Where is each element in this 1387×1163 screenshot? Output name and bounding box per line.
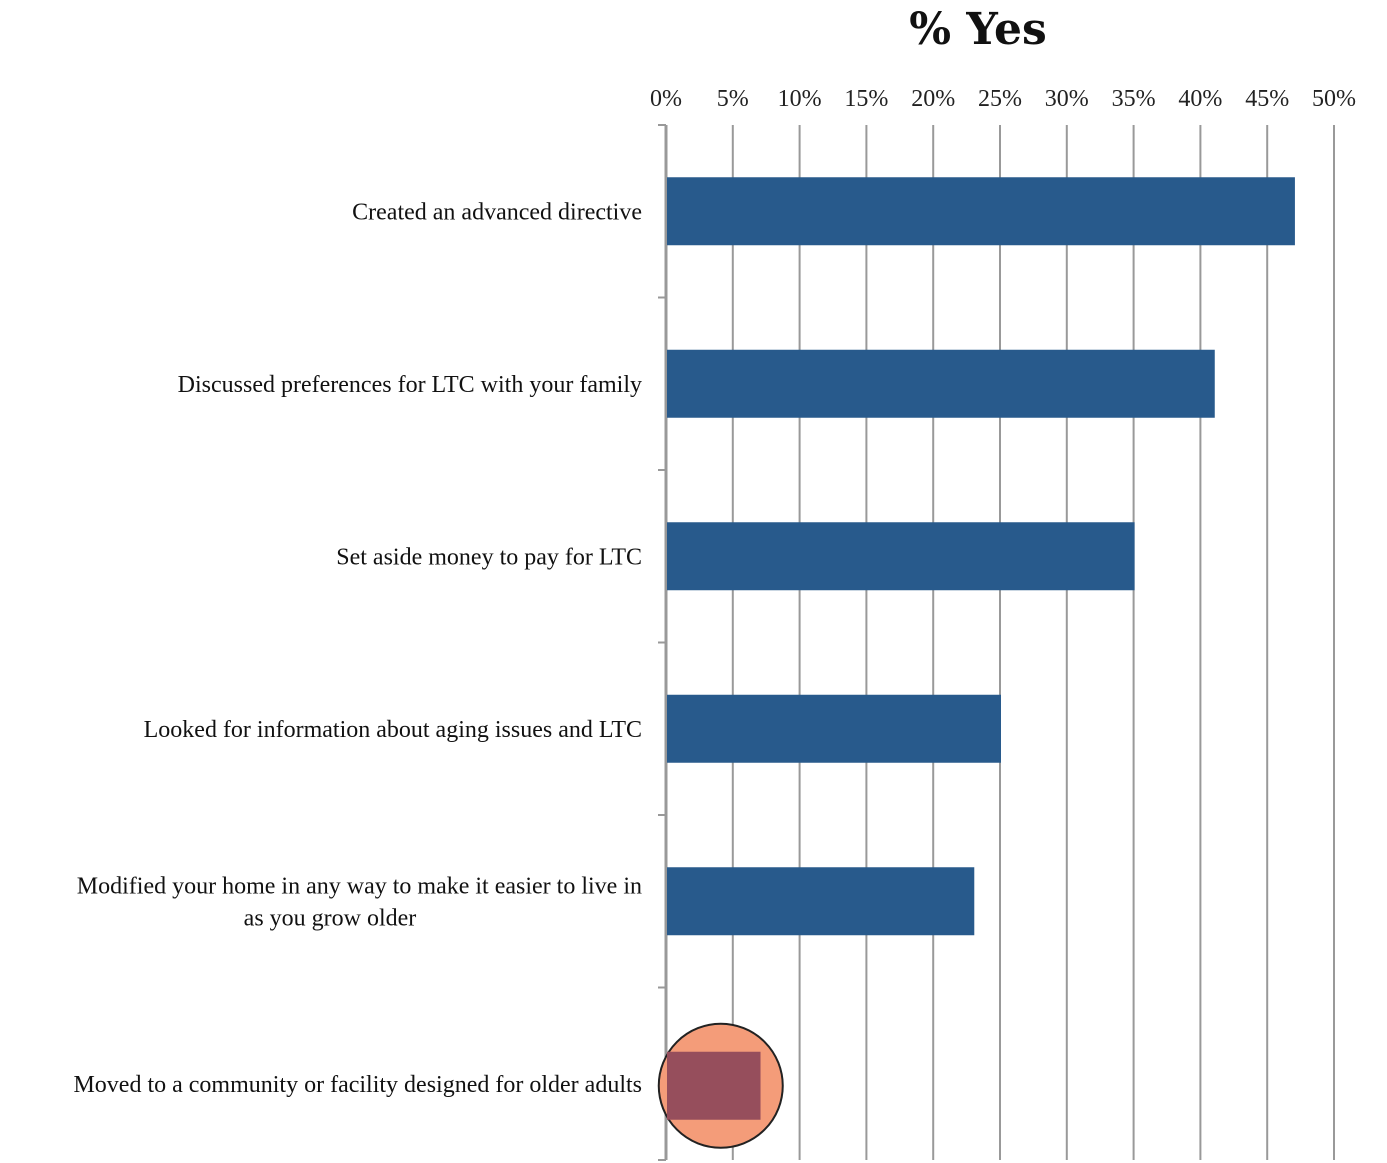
category-label: Discussed preferences for LTC with your … (178, 372, 642, 398)
category-label: Modified your home in any way to make it… (77, 873, 642, 899)
category-label: Looked for information about aging issue… (144, 717, 642, 743)
x-tick-label: 5% (717, 86, 749, 112)
bar (667, 694, 1001, 763)
category-label: Set aside money to pay for LTC (336, 544, 642, 570)
category-label: Created an advanced directive (352, 199, 642, 225)
x-tick-label: 40% (1178, 86, 1222, 112)
x-tick-label: 10% (778, 86, 822, 112)
x-tick-label: 30% (1045, 86, 1089, 112)
bar (667, 1051, 761, 1120)
x-tick-label: 20% (911, 86, 955, 112)
bars (667, 177, 1295, 1120)
x-tick-label: 45% (1245, 86, 1289, 112)
category-labels: Created an advanced directive Discussed p… (73, 199, 642, 1098)
category-label: Moved to a community or facility designe… (73, 1072, 642, 1098)
x-tick-label: 0% (650, 86, 682, 112)
bar (667, 177, 1295, 246)
bar (667, 867, 975, 936)
gridlines (731, 125, 1335, 1160)
x-tick-label: 25% (978, 86, 1022, 112)
x-tick-label: 15% (844, 86, 888, 112)
bar (667, 349, 1215, 418)
bar (667, 522, 1135, 591)
category-label: as you grow older (244, 905, 417, 931)
y-axis (658, 124, 668, 1161)
chart-title: % Yes (909, 4, 1046, 55)
x-tick-label: 50% (1312, 86, 1356, 112)
x-axis-tick-labels: 0% 5% 10% 15% 20% 25% 30% 35% 40% 45% 50% (650, 86, 1356, 112)
x-tick-label: 35% (1112, 86, 1156, 112)
